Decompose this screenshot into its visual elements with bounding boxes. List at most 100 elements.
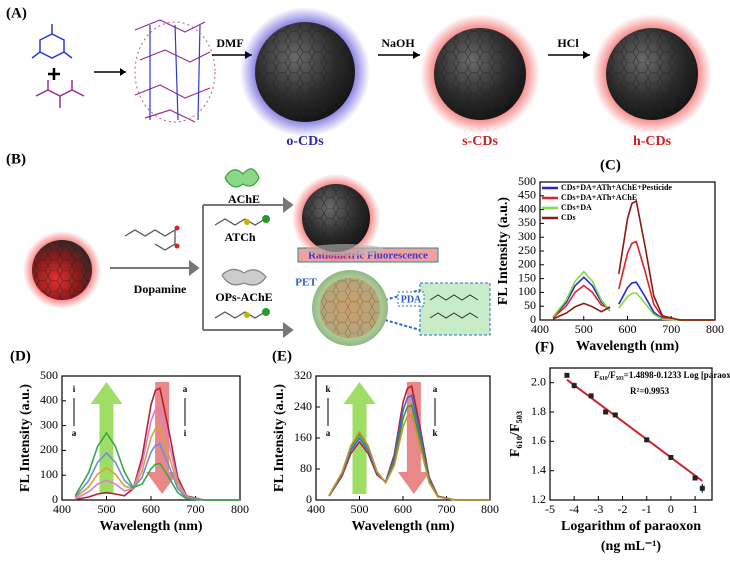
x-axis-label: Wavelength (nm) xyxy=(351,519,454,534)
label: Dopamine xyxy=(134,282,187,296)
x-tick-label: 700 xyxy=(662,322,680,336)
label: AChE xyxy=(228,192,260,206)
x-tick-label: 600 xyxy=(142,502,160,516)
x-tick-label: 800 xyxy=(481,502,499,516)
point xyxy=(644,437,650,443)
x-tick-label: 700 xyxy=(187,502,205,516)
x-tick-label: 400 xyxy=(53,502,71,516)
y-tick-label: 400 xyxy=(40,393,58,407)
y-tick-label: 0 xyxy=(530,312,536,326)
lattice xyxy=(255,22,355,122)
y-tick-label: 250 xyxy=(518,243,536,257)
x-axis-label: Wavelength (nm) xyxy=(576,339,679,354)
trend-arrow xyxy=(397,382,430,494)
x-tick-label: -2 xyxy=(618,502,628,516)
lattice xyxy=(434,28,526,120)
x-tick-label: 600 xyxy=(394,502,412,516)
arrow-label: i xyxy=(184,428,187,438)
y-tick-label: 100 xyxy=(518,284,536,298)
y-tick-label: 400 xyxy=(518,201,536,215)
x-tick-label: 500 xyxy=(98,502,116,516)
x-axis-label: (ng mL⁻¹) xyxy=(601,539,662,554)
trend-arrow xyxy=(146,382,179,494)
network xyxy=(134,19,216,123)
plot-frame xyxy=(315,375,491,501)
arrow-head xyxy=(413,51,420,59)
chart: (F) -5 -4 -3 -2 -1 0 1 1.2 1.4 1.6 1.8 2.0 Logarithm … xyxy=(508,339,730,554)
pda-tag xyxy=(397,291,425,307)
r-squared: R²=0.9953 xyxy=(630,386,670,396)
x-tick-label: 400 xyxy=(307,502,325,516)
y-tick-label: 500 xyxy=(40,368,58,382)
series-line xyxy=(552,240,715,321)
y-tick-label: 150 xyxy=(518,270,536,284)
equation: F₆₁₀/F₅₀₃=1.4898-0.1233 Log [paraoxon] xyxy=(594,370,730,380)
series-line xyxy=(74,431,240,501)
point xyxy=(603,409,609,415)
x-tick-label: -4 xyxy=(569,502,579,516)
panel-label: (D) xyxy=(10,348,31,364)
panel-label: (A) xyxy=(6,5,27,21)
precursor-molecules xyxy=(31,24,126,108)
y-tick-label: 320 xyxy=(294,368,312,382)
x-axis-label: Logarithm of paraoxon xyxy=(561,519,701,534)
y-axis-label: FL Intensity (a.u.) xyxy=(18,384,33,492)
y-tick-label: 50 xyxy=(524,298,536,312)
y-tick-label: 1.8 xyxy=(531,404,546,418)
series-line xyxy=(328,413,490,501)
pda-inset xyxy=(419,282,491,336)
series-line xyxy=(552,199,715,321)
trend-arrow xyxy=(90,382,123,494)
x-tick-label: 700 xyxy=(438,502,456,516)
arrow-label: a xyxy=(72,428,77,438)
y-tick-label: 100 xyxy=(40,467,58,481)
chart: (D) 400 500 600 700 800 0 100 200 300 400 500 Wavele… xyxy=(10,348,249,534)
legend-label: CDs+DA+ATh+AChE xyxy=(561,193,637,202)
y-tick-label: 1.6 xyxy=(531,433,546,447)
legend-label: CDs+DA+ATh+AChE+Pesticide xyxy=(561,183,672,192)
y-tick-label: 160 xyxy=(294,430,312,444)
plot-frame xyxy=(549,367,713,501)
panel-label: (C) xyxy=(600,157,621,173)
legend-label: CDs xyxy=(561,213,576,222)
pda-structure xyxy=(429,294,479,319)
y-tick-label: 300 xyxy=(40,417,58,431)
arrow-head xyxy=(583,51,590,59)
point xyxy=(699,485,705,491)
series-line xyxy=(552,270,715,321)
arrow-label: a xyxy=(326,428,331,438)
x-tick-label: -5 xyxy=(545,502,555,516)
y-tick-label: 200 xyxy=(40,442,58,456)
x-tick-label: 600 xyxy=(619,322,637,336)
x-tick-label: 800 xyxy=(706,322,724,336)
label: s-CDs xyxy=(462,134,498,149)
x-tick-label: 1 xyxy=(692,502,698,516)
x-tick-label: -3 xyxy=(593,502,603,516)
x-tick-label: 800 xyxy=(231,502,249,516)
molecule-sketches xyxy=(124,168,270,319)
y-tick-label: 80 xyxy=(300,461,312,475)
x-tick-label: 500 xyxy=(351,502,369,516)
label: h-CDs xyxy=(633,134,672,149)
label: PDA xyxy=(401,294,422,305)
panel-label: (B) xyxy=(6,151,26,167)
y-tick-label: 0 xyxy=(52,492,58,506)
x-tick-label: -1 xyxy=(642,502,652,516)
label: ATCh xyxy=(224,230,255,244)
y-tick-label: 350 xyxy=(518,215,536,229)
arrow-label: a xyxy=(433,384,438,394)
lattice xyxy=(32,240,92,300)
chart: (C)400 500 600 700 8000501001502002503003504… xyxy=(496,157,724,354)
arrow-label: a xyxy=(183,384,188,394)
core-tint xyxy=(320,278,380,338)
x-tick-label: 500 xyxy=(575,322,593,336)
arrow-label: i xyxy=(73,384,76,394)
x-tick-label: 0 xyxy=(668,502,674,516)
y-axis-label: FL Intensity (a.u.) xyxy=(496,197,511,305)
x-axis-label: Wavelength (nm) xyxy=(99,519,202,534)
label: o-CDs xyxy=(286,134,324,149)
y-tick-label: 240 xyxy=(294,399,312,413)
y-axis-label: FL Intensity (a.u.) xyxy=(272,384,287,492)
arrow-label: k xyxy=(325,384,330,394)
